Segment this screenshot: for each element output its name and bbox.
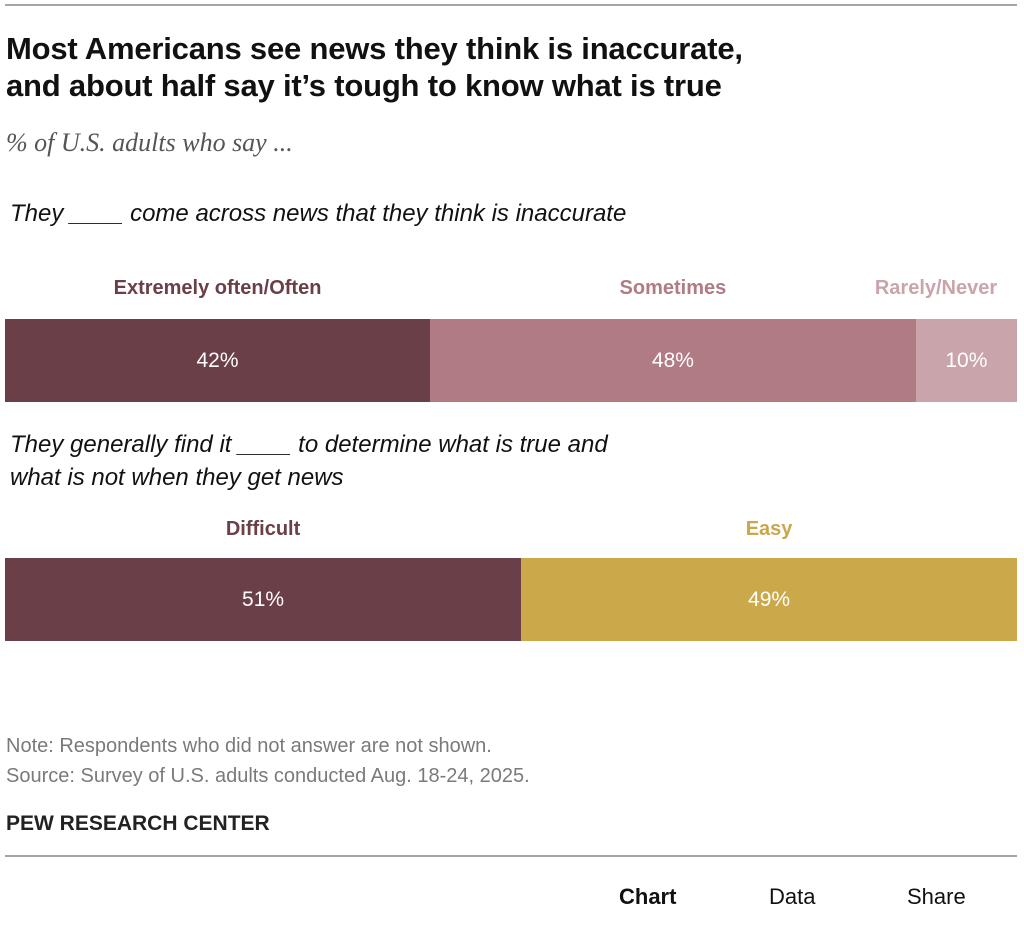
data-label: 51% — [242, 587, 285, 611]
title-line-2: and about half say it’s tough to know wh… — [6, 68, 722, 103]
top-rule — [5, 4, 1017, 6]
question-2: They generally find it ____ to determine… — [10, 428, 608, 494]
stacked-bar-1: 42% 48% 10% — [5, 319, 1017, 402]
source-text: Source: Survey of U.S. adults conducted … — [6, 765, 530, 787]
bar-segment-rarely-never: 10% — [915, 319, 1017, 402]
question-2-line-1: They generally find it ____ to determine… — [10, 431, 608, 458]
data-label: 48% — [651, 348, 694, 372]
legend-label: Easy — [745, 518, 793, 540]
legend-label: Sometimes — [619, 277, 727, 299]
stacked-bar-2: 51% 49% — [5, 558, 1017, 641]
bar-segment-sometimes: 48% — [430, 319, 916, 402]
chart-tab[interactable]: Chart — [619, 884, 677, 909]
bar-segment-difficult: 51% — [5, 558, 522, 641]
share-button[interactable]: Share — [907, 884, 966, 909]
question-2-line-2: what is not when they get news — [10, 464, 344, 491]
brand-name: PEW RESEARCH CENTER — [6, 812, 270, 835]
data-tab[interactable]: Data — [769, 884, 816, 909]
bar-segment-extremely-often-often: 42% — [5, 319, 431, 402]
chart-title: Most Americans see news they think is in… — [6, 30, 1016, 104]
data-label: 10% — [945, 348, 988, 372]
data-label: 49% — [748, 587, 791, 611]
legend-label: Difficult — [225, 518, 301, 540]
legend-label: Extremely often/Often — [113, 277, 322, 299]
legend-label: Rarely/Never — [874, 277, 998, 299]
note-text: Note: Respondents who did not answer are… — [6, 735, 492, 757]
bar-segment-easy: 49% — [521, 558, 1017, 641]
question-1: They ____ come across news that they thi… — [10, 200, 627, 227]
title-line-1: Most Americans see news they think is in… — [6, 31, 743, 66]
footer-rule — [5, 855, 1017, 857]
chart-subtitle: % of U.S. adults who say ... — [6, 128, 293, 157]
data-label: 42% — [196, 348, 239, 372]
